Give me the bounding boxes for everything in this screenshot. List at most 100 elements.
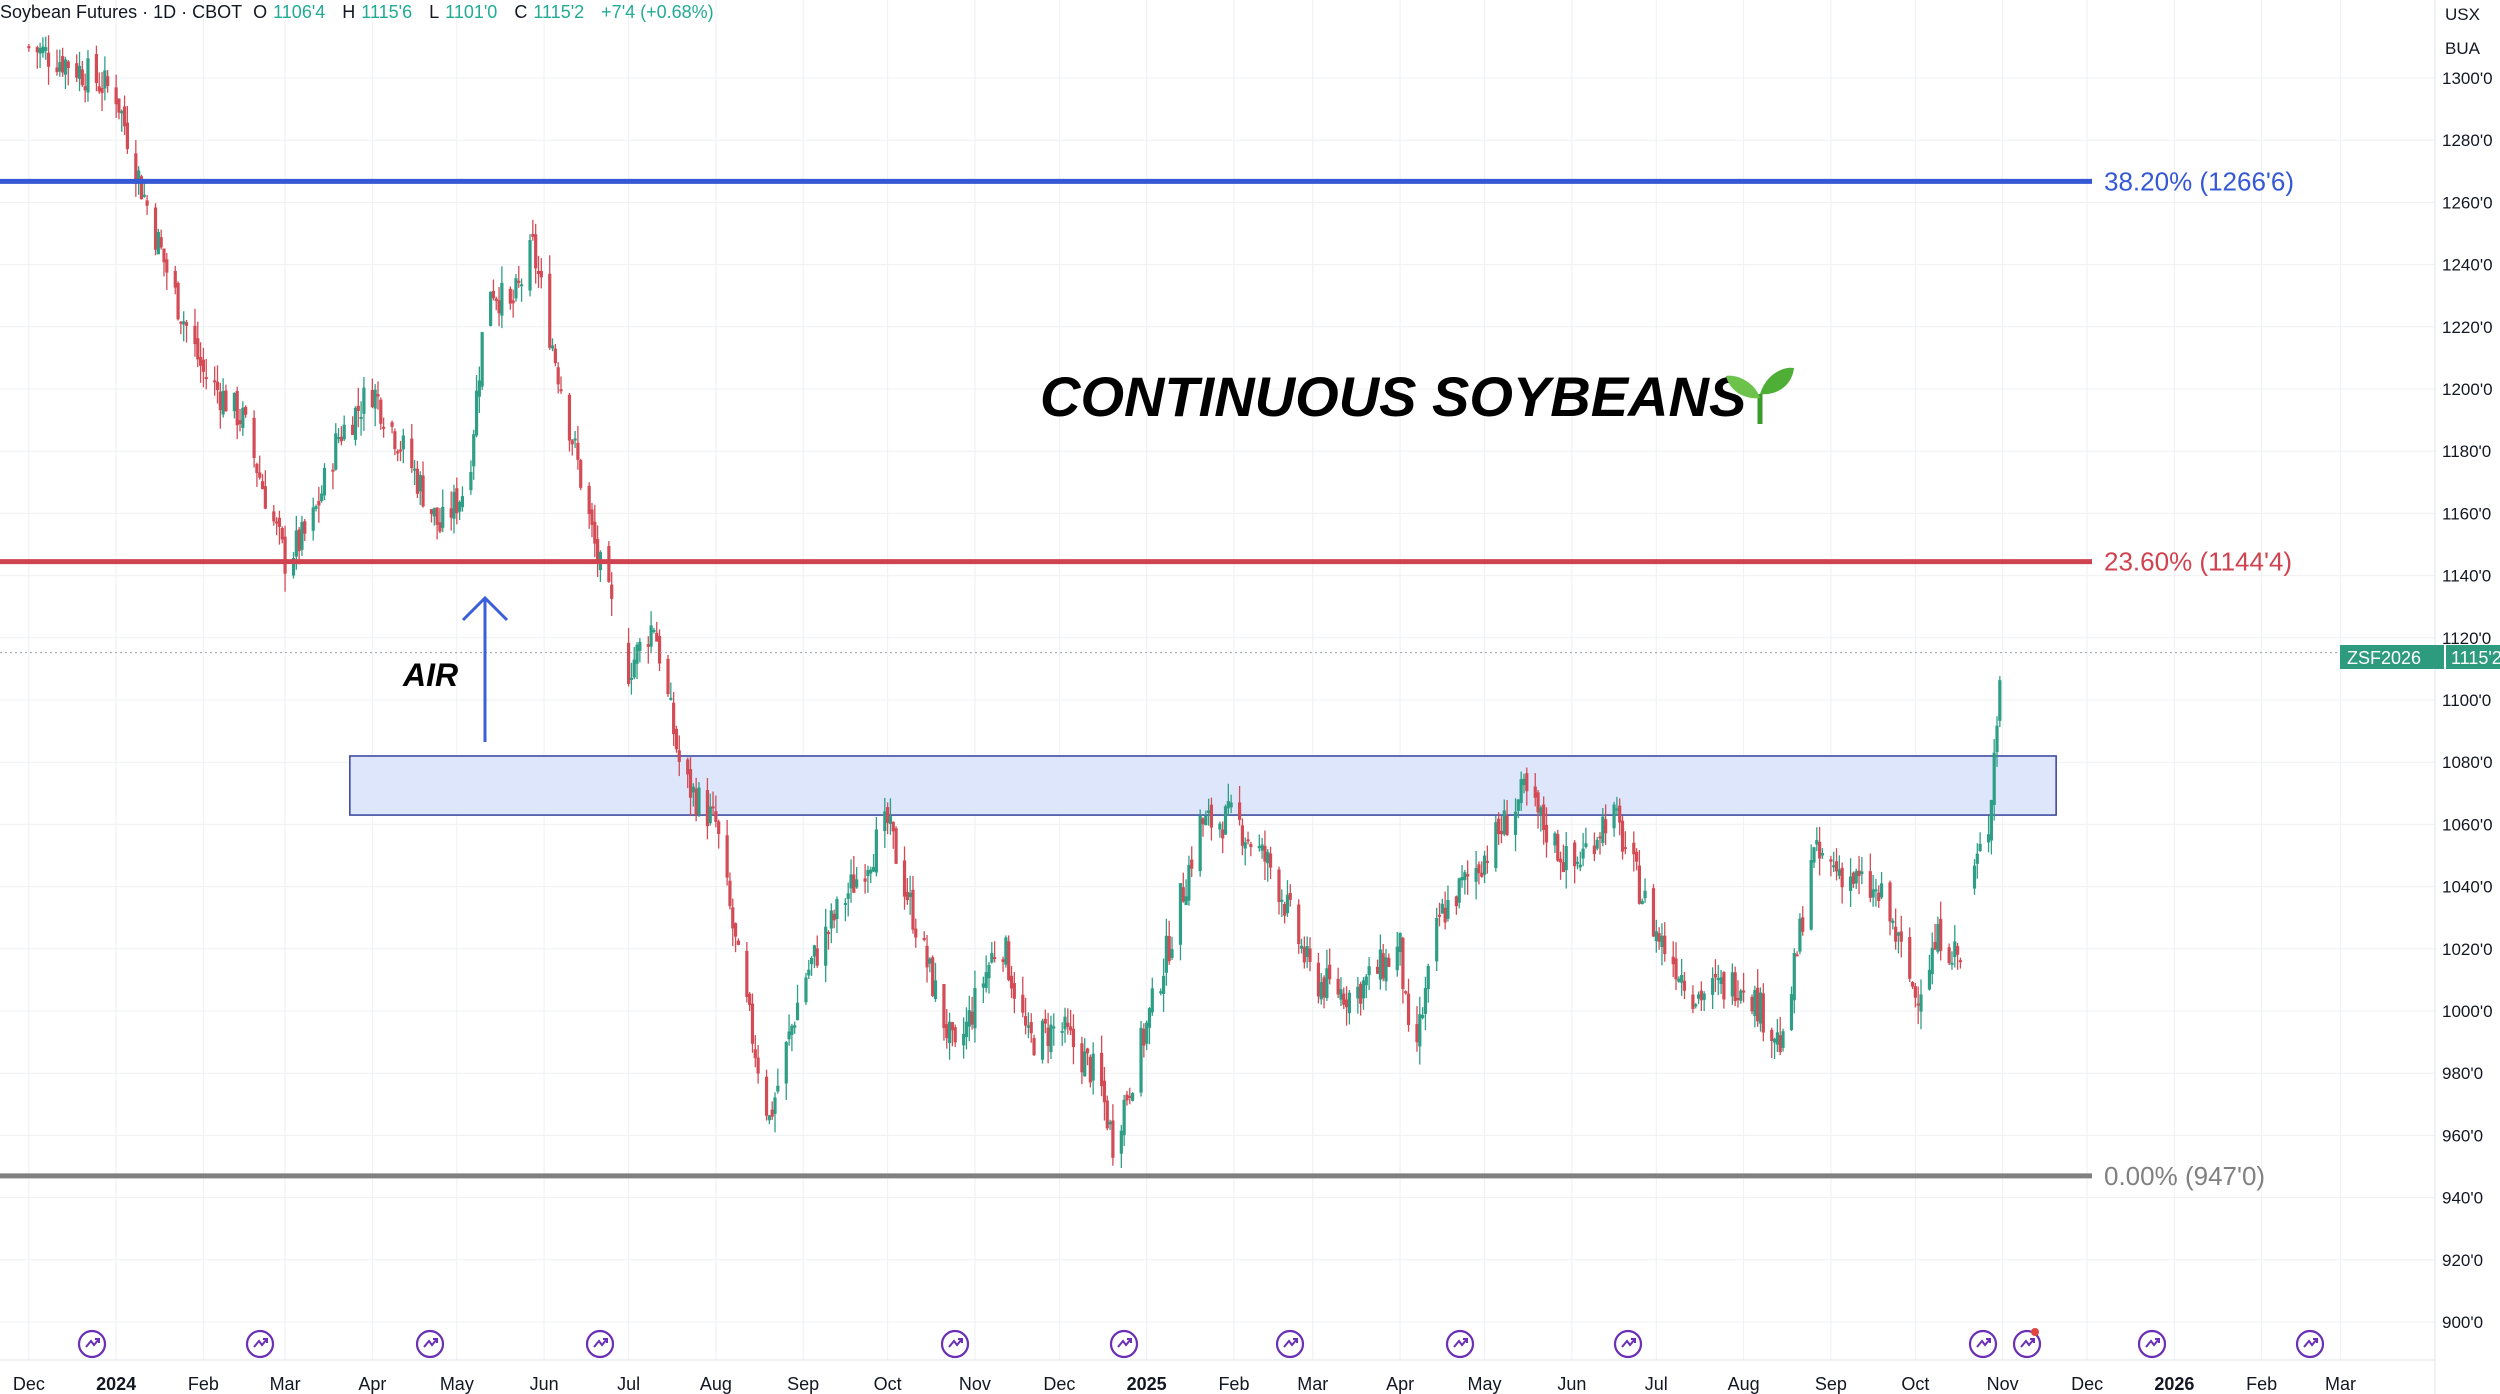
candle-body [1361, 980, 1366, 999]
candle-body [1026, 1025, 1031, 1028]
resistance-zone[interactable] [349, 755, 2057, 816]
candle-body [638, 641, 642, 651]
candle-body [1632, 842, 1636, 855]
candle-body [922, 937, 926, 940]
candle-body [812, 945, 817, 957]
candle-body [165, 259, 169, 273]
price-axis[interactable]: 1300'0 1280'0 1260'0 1240'0 1220'0 1200'0 1180… [2434, 0, 2493, 1394]
candle-body [767, 1115, 771, 1121]
candle-body [874, 829, 878, 873]
candle-body [1319, 982, 1323, 1000]
candle-body [548, 273, 552, 348]
candle-body [928, 958, 932, 964]
fib-level-23-label: 23.60% (1144'4) [2104, 547, 2292, 577]
event-marker-icon[interactable] [1968, 1329, 1998, 1359]
time-tick-label: 2024 [96, 1374, 136, 1394]
candle-body [458, 502, 462, 512]
candle-body [58, 62, 62, 72]
candle-body [1612, 804, 1616, 829]
candle-body [1418, 1014, 1422, 1047]
price-tick-label: 940'0 [2442, 1189, 2483, 1208]
candle-body [1415, 1024, 1419, 1043]
symbol-header: Soybean Futures · 1D · CBOT O 1106'4 H 111… [0, 2, 720, 23]
candle-body [593, 521, 597, 544]
candle-body [27, 46, 31, 49]
price-tick-label: 1260'0 [2442, 193, 2493, 212]
price-tag[interactable]: ZSF2026 1115'2 [2340, 645, 2500, 669]
candle-body [1046, 1027, 1050, 1046]
candle-body [480, 332, 484, 387]
candle-body [1316, 962, 1321, 997]
candle-body [1930, 947, 1934, 975]
candle-body [519, 284, 524, 287]
candle-body [351, 424, 355, 435]
candle-body [531, 234, 535, 237]
candle-body [686, 759, 690, 775]
event-marker-icon[interactable] [2012, 1329, 2042, 1359]
candle-body [415, 468, 420, 494]
candle-body [376, 394, 380, 397]
candle-body [401, 435, 405, 450]
candle-body [1640, 900, 1644, 905]
candle-body [745, 950, 749, 998]
candle-body [1801, 917, 1805, 932]
candle-body [1102, 1080, 1107, 1103]
event-marker-icon[interactable] [1445, 1329, 1475, 1359]
air-arrow[interactable] [461, 595, 509, 742]
event-marker-icon[interactable] [245, 1329, 275, 1359]
event-marker-icon[interactable] [585, 1329, 615, 1359]
candle-body [1344, 999, 1349, 1008]
event-marker-icon[interactable] [77, 1329, 107, 1359]
candle-body [1522, 778, 1526, 785]
event-marker-icon[interactable] [1109, 1329, 1139, 1359]
candle-body [984, 972, 988, 989]
candle-body [764, 1076, 769, 1116]
time-tick-label: Feb [2246, 1374, 2277, 1394]
time-axis[interactable]: Dec 2024 Feb Mar Apr May Jun Jul Aug Sep Oct Nov Dec… [0, 1359, 2435, 1394]
event-marker-icon[interactable] [2137, 1329, 2167, 1359]
event-marker-icon[interactable] [1613, 1329, 1643, 1359]
candle-body [370, 390, 374, 407]
candle-body [1958, 960, 1963, 963]
candle-body [1635, 851, 1639, 862]
candle-body [1052, 1026, 1056, 1029]
candle-body [162, 248, 166, 263]
candle-body [300, 522, 304, 550]
candle-body [255, 463, 259, 474]
event-marker-icon[interactable] [2295, 1329, 2325, 1359]
candle-body [629, 677, 633, 680]
time-tick-label: Jul [1645, 1374, 1668, 1394]
candle-body [238, 420, 242, 425]
price-tick-label: 1280'0 [2442, 131, 2493, 150]
candle-body [252, 417, 256, 458]
event-marker-icon[interactable] [940, 1329, 970, 1359]
candle-body [441, 506, 445, 528]
candle-body [1620, 820, 1625, 852]
candle-body [410, 438, 414, 469]
candle-body [1305, 945, 1309, 957]
time-tick-label: Aug [700, 1374, 732, 1394]
candle-body [1001, 959, 1005, 963]
event-marker-icon[interactable] [415, 1329, 445, 1359]
candle-body [1663, 935, 1667, 954]
candle-body [455, 488, 459, 514]
candle-body [1145, 1022, 1149, 1044]
candle-body [829, 910, 833, 929]
candle-body [784, 1042, 788, 1084]
event-marker-icon[interactable] [1275, 1329, 1305, 1359]
candle-body [1899, 931, 1903, 942]
candle-body [1702, 993, 1706, 1000]
candle-body [153, 207, 158, 250]
time-tick-label: Jun [530, 1374, 559, 1394]
candle-body [1381, 953, 1385, 979]
time-tick-label: Mar [1297, 1374, 1328, 1394]
candle-body [1401, 937, 1405, 990]
candle-body [336, 437, 341, 440]
candle-body [280, 528, 284, 540]
candle-body [646, 644, 650, 647]
candle-body [1322, 977, 1326, 998]
candle-body [1387, 957, 1391, 967]
candle-body [883, 811, 887, 832]
candle-body [1071, 1028, 1076, 1048]
